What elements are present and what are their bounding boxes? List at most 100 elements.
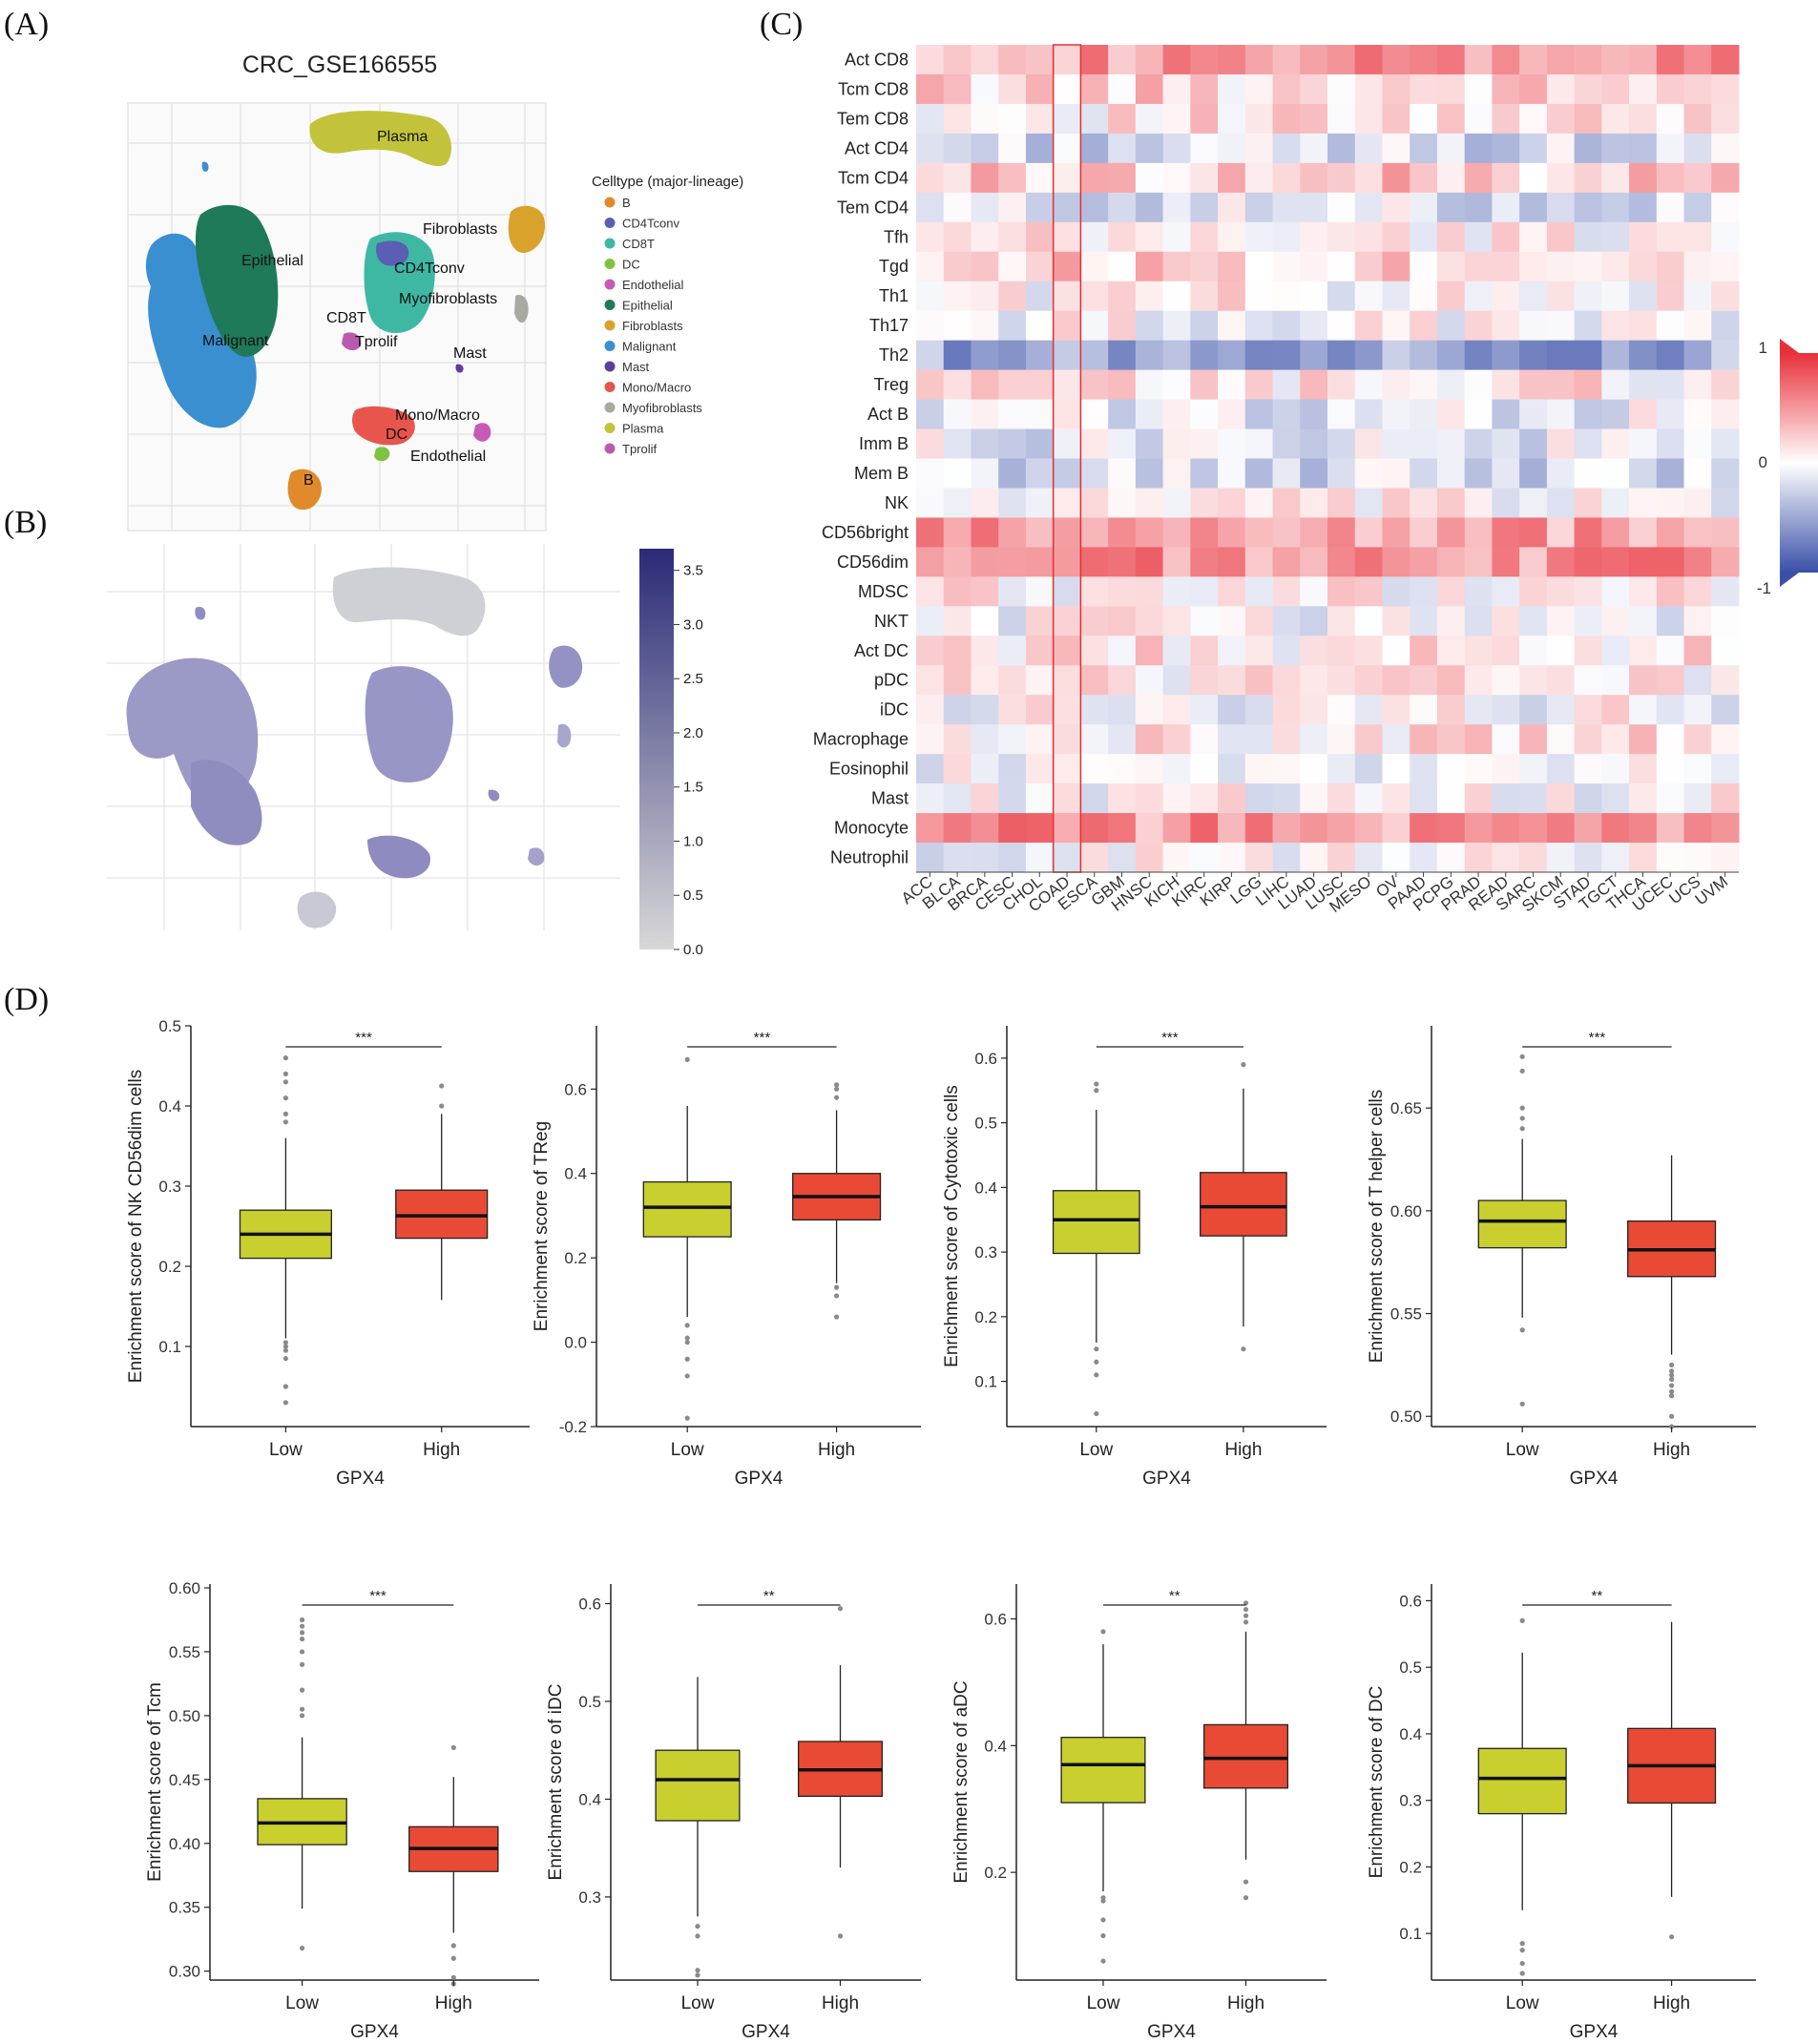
panel-label-d: (D) <box>4 982 49 1017</box>
heatmap-cell <box>1272 369 1301 401</box>
heatmap-cell <box>1546 340 1576 371</box>
heatmap-cell <box>1574 547 1602 577</box>
heatmap-cell <box>1629 281 1658 312</box>
heatmap-cell <box>1410 695 1438 725</box>
x-tick-label: High <box>822 1993 859 2013</box>
heatmap-cell <box>1546 103 1576 135</box>
heatmap-cell <box>1272 636 1301 666</box>
heatmap-cell <box>1108 636 1137 666</box>
legend-a-swatch <box>604 259 616 269</box>
heatmap-cell <box>1629 547 1658 577</box>
heatmap-cell <box>1218 251 1246 282</box>
heatmap-cell <box>1162 281 1191 312</box>
heatmap-cell <box>1410 428 1438 459</box>
heatmap-cell <box>1300 665 1328 696</box>
y-axis-title: Enrichment score of TReg <box>532 1121 552 1331</box>
panel-c-heatmap: Act CD8 Tcm CD8 Tem CD8 Act CD4 Tcm CD4 Tem C… <box>813 44 1818 916</box>
heatmap-cell <box>1190 547 1219 577</box>
heatmap-cell <box>971 754 999 784</box>
heatmap-cell <box>1464 73 1493 105</box>
heatmap-cell <box>1162 73 1191 105</box>
heatmap-cell <box>1190 488 1219 518</box>
outlier-point <box>300 1687 305 1693</box>
colorbar-b-tick-label: 2.5 <box>683 671 703 687</box>
outlier-point <box>1243 1613 1249 1618</box>
heatmap-cell <box>1711 843 1740 873</box>
x-tick-label: High <box>1653 1993 1690 2013</box>
heatmap-cell <box>1546 783 1576 814</box>
heatmap-cell <box>1162 192 1191 223</box>
heatmap-cell <box>1574 517 1602 548</box>
heatmap-cell <box>1546 399 1576 430</box>
legend-a-swatch <box>604 423 616 433</box>
heatmap-cell <box>1629 45 1658 75</box>
heatmap-cell <box>1656 606 1685 636</box>
heatmap-cell <box>1546 813 1576 844</box>
heatmap-cell <box>1218 133 1246 164</box>
heatmap-cell <box>1382 724 1411 755</box>
heatmap-cell <box>1492 606 1520 636</box>
heatmap-cell <box>998 281 1027 312</box>
heatmap-cell <box>1218 547 1246 577</box>
heatmap-cell <box>1025 843 1055 873</box>
heatmap-cell <box>1080 636 1109 666</box>
heatmap-cell <box>1601 399 1630 430</box>
heatmap-cell <box>1135 103 1164 135</box>
heatmap-cell <box>1135 547 1164 577</box>
heatmap-cell <box>1218 73 1246 105</box>
heatmap-cell <box>1244 754 1274 784</box>
heatmap-cell <box>1436 783 1466 814</box>
heatmap-cell <box>971 162 999 194</box>
expr-cd4 <box>365 666 453 782</box>
heatmap-cell <box>1162 428 1191 459</box>
heatmap-cell <box>1683 399 1712 430</box>
colorbar-b-tick-label: 0.5 <box>683 887 703 904</box>
cluster-endothelial <box>473 423 491 442</box>
heatmap-cell <box>1601 45 1630 75</box>
heatmap-cell <box>1601 547 1630 577</box>
heatmap-cell <box>1601 310 1630 342</box>
outlier-point <box>1094 1081 1099 1087</box>
heatmap-cell <box>1519 399 1548 430</box>
heatmap-cell <box>1436 73 1466 105</box>
heatmap-cell <box>971 369 999 401</box>
heatmap-cell <box>1464 45 1493 75</box>
heatmap-cell <box>998 103 1027 135</box>
outlier-point <box>282 1344 288 1349</box>
legend-a-swatch <box>604 197 616 208</box>
y-tick-label: 0.1 <box>1399 1925 1422 1943</box>
heatmap-cell <box>1190 45 1219 75</box>
heatmap-cell <box>1300 103 1328 135</box>
heatmap-cell <box>1025 665 1055 696</box>
heatmap-cell <box>1080 162 1109 194</box>
heatmap-cell <box>1108 576 1137 607</box>
legend-a-swatch <box>604 218 616 228</box>
heatmap-cell <box>998 517 1027 548</box>
heatmap-cell <box>1218 192 1246 223</box>
heatmap-cell <box>1327 517 1356 548</box>
cluster-label-epithelial: Epithelial <box>241 253 303 269</box>
heatmap-cell <box>1711 281 1740 312</box>
heatmap-row-label: Macrophage <box>813 730 909 749</box>
heatmap-cell <box>1629 428 1658 459</box>
heatmap-cell <box>1354 517 1383 548</box>
heatmap-cell <box>1025 488 1055 518</box>
heatmap-row-label: NKT <box>874 612 909 631</box>
heatmap-cell <box>1436 754 1466 784</box>
cluster-mast <box>455 364 464 373</box>
significance-label: *** <box>754 1030 771 1046</box>
heatmap-cell <box>1135 162 1164 194</box>
panel-d-boxplots: 0.1 0.2 0.3 0.4 0.5 Low High *** GPX4 Enrichment … <box>126 1017 1756 2042</box>
outlier-point <box>439 1083 445 1089</box>
heatmap-cell <box>971 843 999 873</box>
heatmap-cell <box>998 636 1027 666</box>
heatmap-cell <box>1272 488 1301 518</box>
heatmap-cell <box>1162 458 1191 489</box>
heatmap-cell <box>1519 428 1548 459</box>
heatmap-cell <box>1519 783 1548 814</box>
heatmap-cell <box>1300 162 1328 194</box>
heatmap-cell <box>1574 310 1602 342</box>
heatmap-cell <box>1272 813 1301 844</box>
heatmap-cell <box>1464 310 1493 342</box>
heatmap-cell <box>1053 695 1081 725</box>
